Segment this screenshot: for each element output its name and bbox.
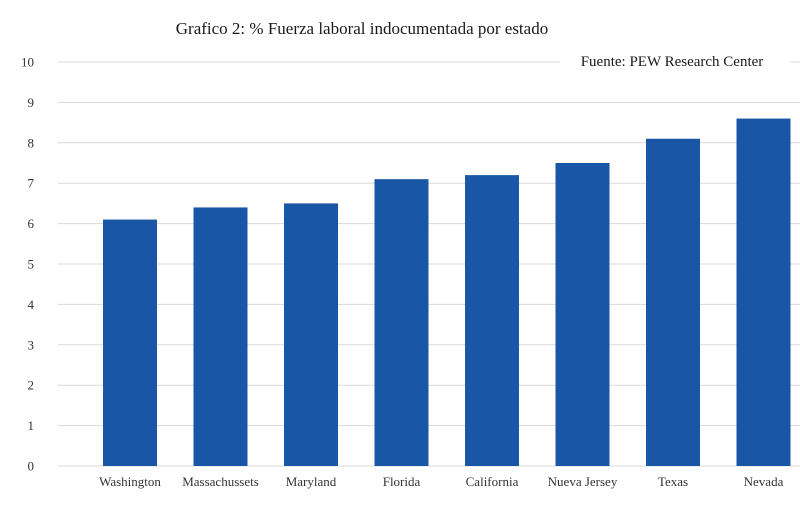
bar [374, 179, 429, 466]
bar [465, 175, 519, 466]
chart-title: Grafico 2: % Fuerza laboral indocumentad… [176, 19, 548, 38]
x-tick-label: Maryland [286, 474, 337, 489]
y-tick-label: 1 [28, 418, 35, 433]
y-tick-label: 9 [28, 95, 35, 110]
bar [193, 207, 248, 466]
y-tick-label: 3 [28, 337, 35, 352]
x-tick-label: Massachussets [182, 474, 259, 489]
source-background [560, 44, 790, 76]
y-tick-label: 10 [21, 55, 34, 70]
y-tick-label: 5 [28, 257, 35, 272]
y-axis-ticks: 0 1 2 3 4 5 6 7 8 9 10 [21, 55, 35, 474]
y-tick-label: 4 [28, 297, 35, 312]
bar [646, 138, 700, 466]
x-tick-label: California [466, 474, 519, 489]
bar [736, 118, 791, 466]
bars [103, 118, 791, 466]
x-tick-label: Nueva Jersey [548, 474, 618, 489]
x-tick-label: Florida [383, 474, 421, 489]
y-tick-label: 2 [28, 378, 35, 393]
y-tick-label: 8 [28, 135, 35, 150]
y-tick-label: 7 [28, 176, 35, 191]
x-tick-label: Washington [99, 474, 161, 489]
y-tick-label: 6 [28, 216, 35, 231]
gridlines [58, 61, 800, 467]
bar [555, 163, 610, 466]
x-tick-label: Nevada [744, 474, 784, 489]
bar [103, 219, 157, 466]
bar [284, 203, 338, 466]
chart-source: Fuente: PEW Research Center [581, 54, 764, 70]
x-tick-label: Texas [658, 474, 688, 489]
y-tick-label: 0 [28, 459, 35, 474]
x-axis-ticks: Washington Massachussets Maryland Florida Ca… [99, 474, 783, 489]
